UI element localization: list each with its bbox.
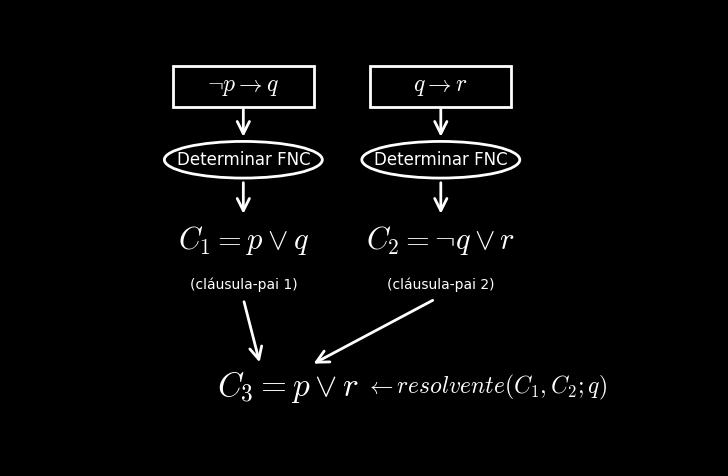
Text: $C_3 = p \vee r$: $C_3 = p \vee r$ <box>217 369 360 405</box>
Text: $C_1 = p \vee q$: $C_1 = p \vee q$ <box>178 224 309 257</box>
Text: $C_2 = \neg q \vee r$: $C_2 = \neg q \vee r$ <box>366 224 515 257</box>
Text: (cláusula-pai 2): (cláusula-pai 2) <box>387 277 494 292</box>
Text: $\leftarrow \mathit{resolvente}(C_1, C_2; q)$: $\leftarrow \mathit{resolvente}(C_1, C_2… <box>365 372 607 402</box>
FancyBboxPatch shape <box>173 66 314 107</box>
Ellipse shape <box>165 141 323 178</box>
Text: $\neg p \rightarrow q$: $\neg p \rightarrow q$ <box>207 74 280 99</box>
Ellipse shape <box>362 141 520 178</box>
Text: $q \rightarrow r$: $q \rightarrow r$ <box>414 74 468 99</box>
Text: Determinar FNC: Determinar FNC <box>176 151 310 169</box>
Text: (cláusula-pai 1): (cláusula-pai 1) <box>189 277 297 292</box>
FancyBboxPatch shape <box>371 66 511 107</box>
Text: Determinar FNC: Determinar FNC <box>374 151 507 169</box>
